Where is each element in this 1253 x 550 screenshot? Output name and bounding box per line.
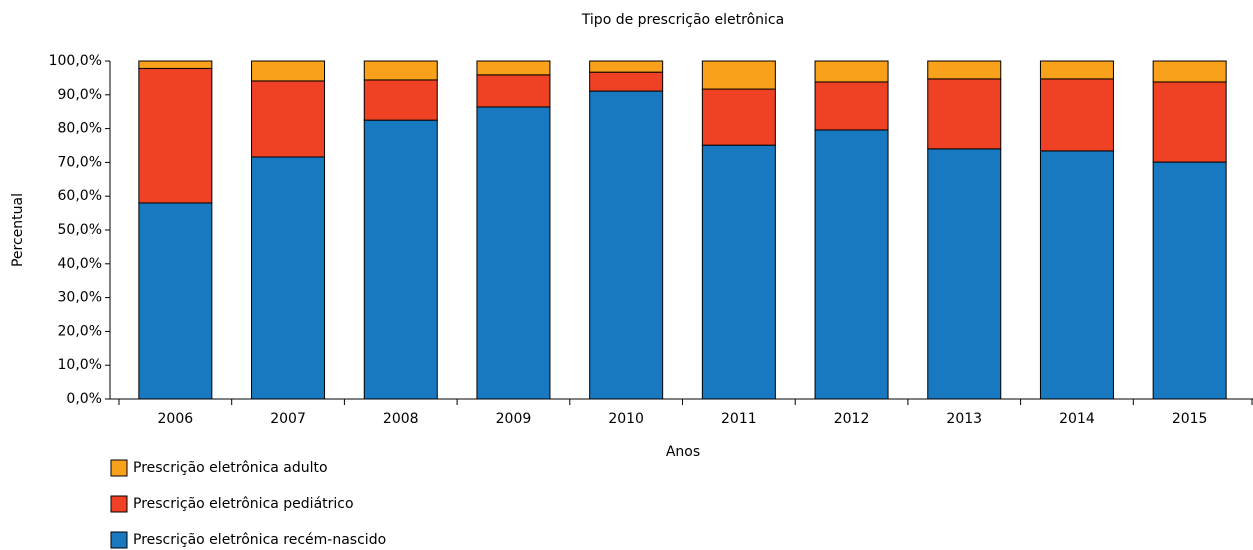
bar-segment — [814, 60, 889, 83]
x-tick-label: 2012 — [834, 411, 870, 427]
bar-segment — [138, 60, 213, 69]
bar-segment — [814, 129, 889, 400]
bar-segment — [1039, 150, 1114, 400]
y-tick-label: 10,0% — [58, 357, 102, 373]
bar-segment — [589, 71, 664, 92]
bar-segment — [476, 60, 551, 76]
legend-swatch — [110, 531, 128, 549]
bar-segment — [251, 60, 326, 82]
bar-segment — [138, 67, 213, 204]
bar-segment — [251, 156, 326, 400]
bar-segment — [138, 202, 213, 400]
y-tick-label: 0,0% — [66, 391, 102, 407]
y-tick-label: 80,0% — [58, 121, 102, 137]
bar-segment — [814, 81, 889, 131]
bar-segment — [1152, 81, 1227, 163]
x-tick-label: 2015 — [1172, 411, 1208, 427]
bar-segment — [589, 90, 664, 400]
y-tick-label: 40,0% — [58, 256, 102, 272]
bar-segment — [1152, 161, 1227, 400]
x-tick-label: 2006 — [158, 411, 194, 427]
x-tick-label: 2011 — [721, 411, 757, 427]
bar-segment — [927, 78, 1002, 150]
bar-segment — [927, 148, 1002, 400]
y-tick-label: 90,0% — [58, 87, 102, 103]
x-tick-label: 2014 — [1059, 411, 1095, 427]
y-tick-label: 20,0% — [58, 323, 102, 339]
y-tick-label: 30,0% — [58, 290, 102, 306]
chart-title: Tipo de prescrição eletrônica — [581, 12, 784, 28]
bar-segment — [927, 60, 1002, 80]
x-tick-label: 2007 — [270, 411, 306, 427]
bar-segment — [363, 119, 438, 400]
bar-segment — [363, 79, 438, 121]
y-axis-label: Percentual — [10, 193, 26, 267]
x-tick-label: 2008 — [383, 411, 419, 427]
bar-segment — [589, 60, 664, 73]
bar-segment — [1039, 78, 1114, 152]
y-tick-label: 70,0% — [58, 154, 102, 170]
x-tick-label: 2013 — [946, 411, 982, 427]
bar-segment — [701, 144, 776, 400]
legend-label: Prescrição eletrônica recém-nascido — [133, 532, 386, 548]
legend-label: Prescrição eletrônica adulto — [133, 460, 328, 476]
bar-segment — [1039, 60, 1114, 80]
legend-swatch — [110, 495, 128, 513]
x-tick-label: 2010 — [608, 411, 644, 427]
bar-segment — [701, 88, 776, 146]
bar-segment — [476, 74, 551, 108]
y-tick-label: 50,0% — [58, 222, 102, 238]
x-axis-label: Anos — [666, 444, 700, 460]
x-tick-label: 2009 — [496, 411, 532, 427]
y-tick-label: 100,0% — [49, 53, 102, 69]
bar-segment — [1152, 60, 1227, 83]
bar-segment — [701, 60, 776, 90]
bar-segment — [363, 60, 438, 81]
legend-label: Prescrição eletrônica pediátrico — [133, 496, 354, 512]
y-tick-label: 60,0% — [58, 188, 102, 204]
bar-segment — [476, 106, 551, 400]
legend-swatch — [110, 459, 128, 477]
bar-segment — [251, 80, 326, 158]
